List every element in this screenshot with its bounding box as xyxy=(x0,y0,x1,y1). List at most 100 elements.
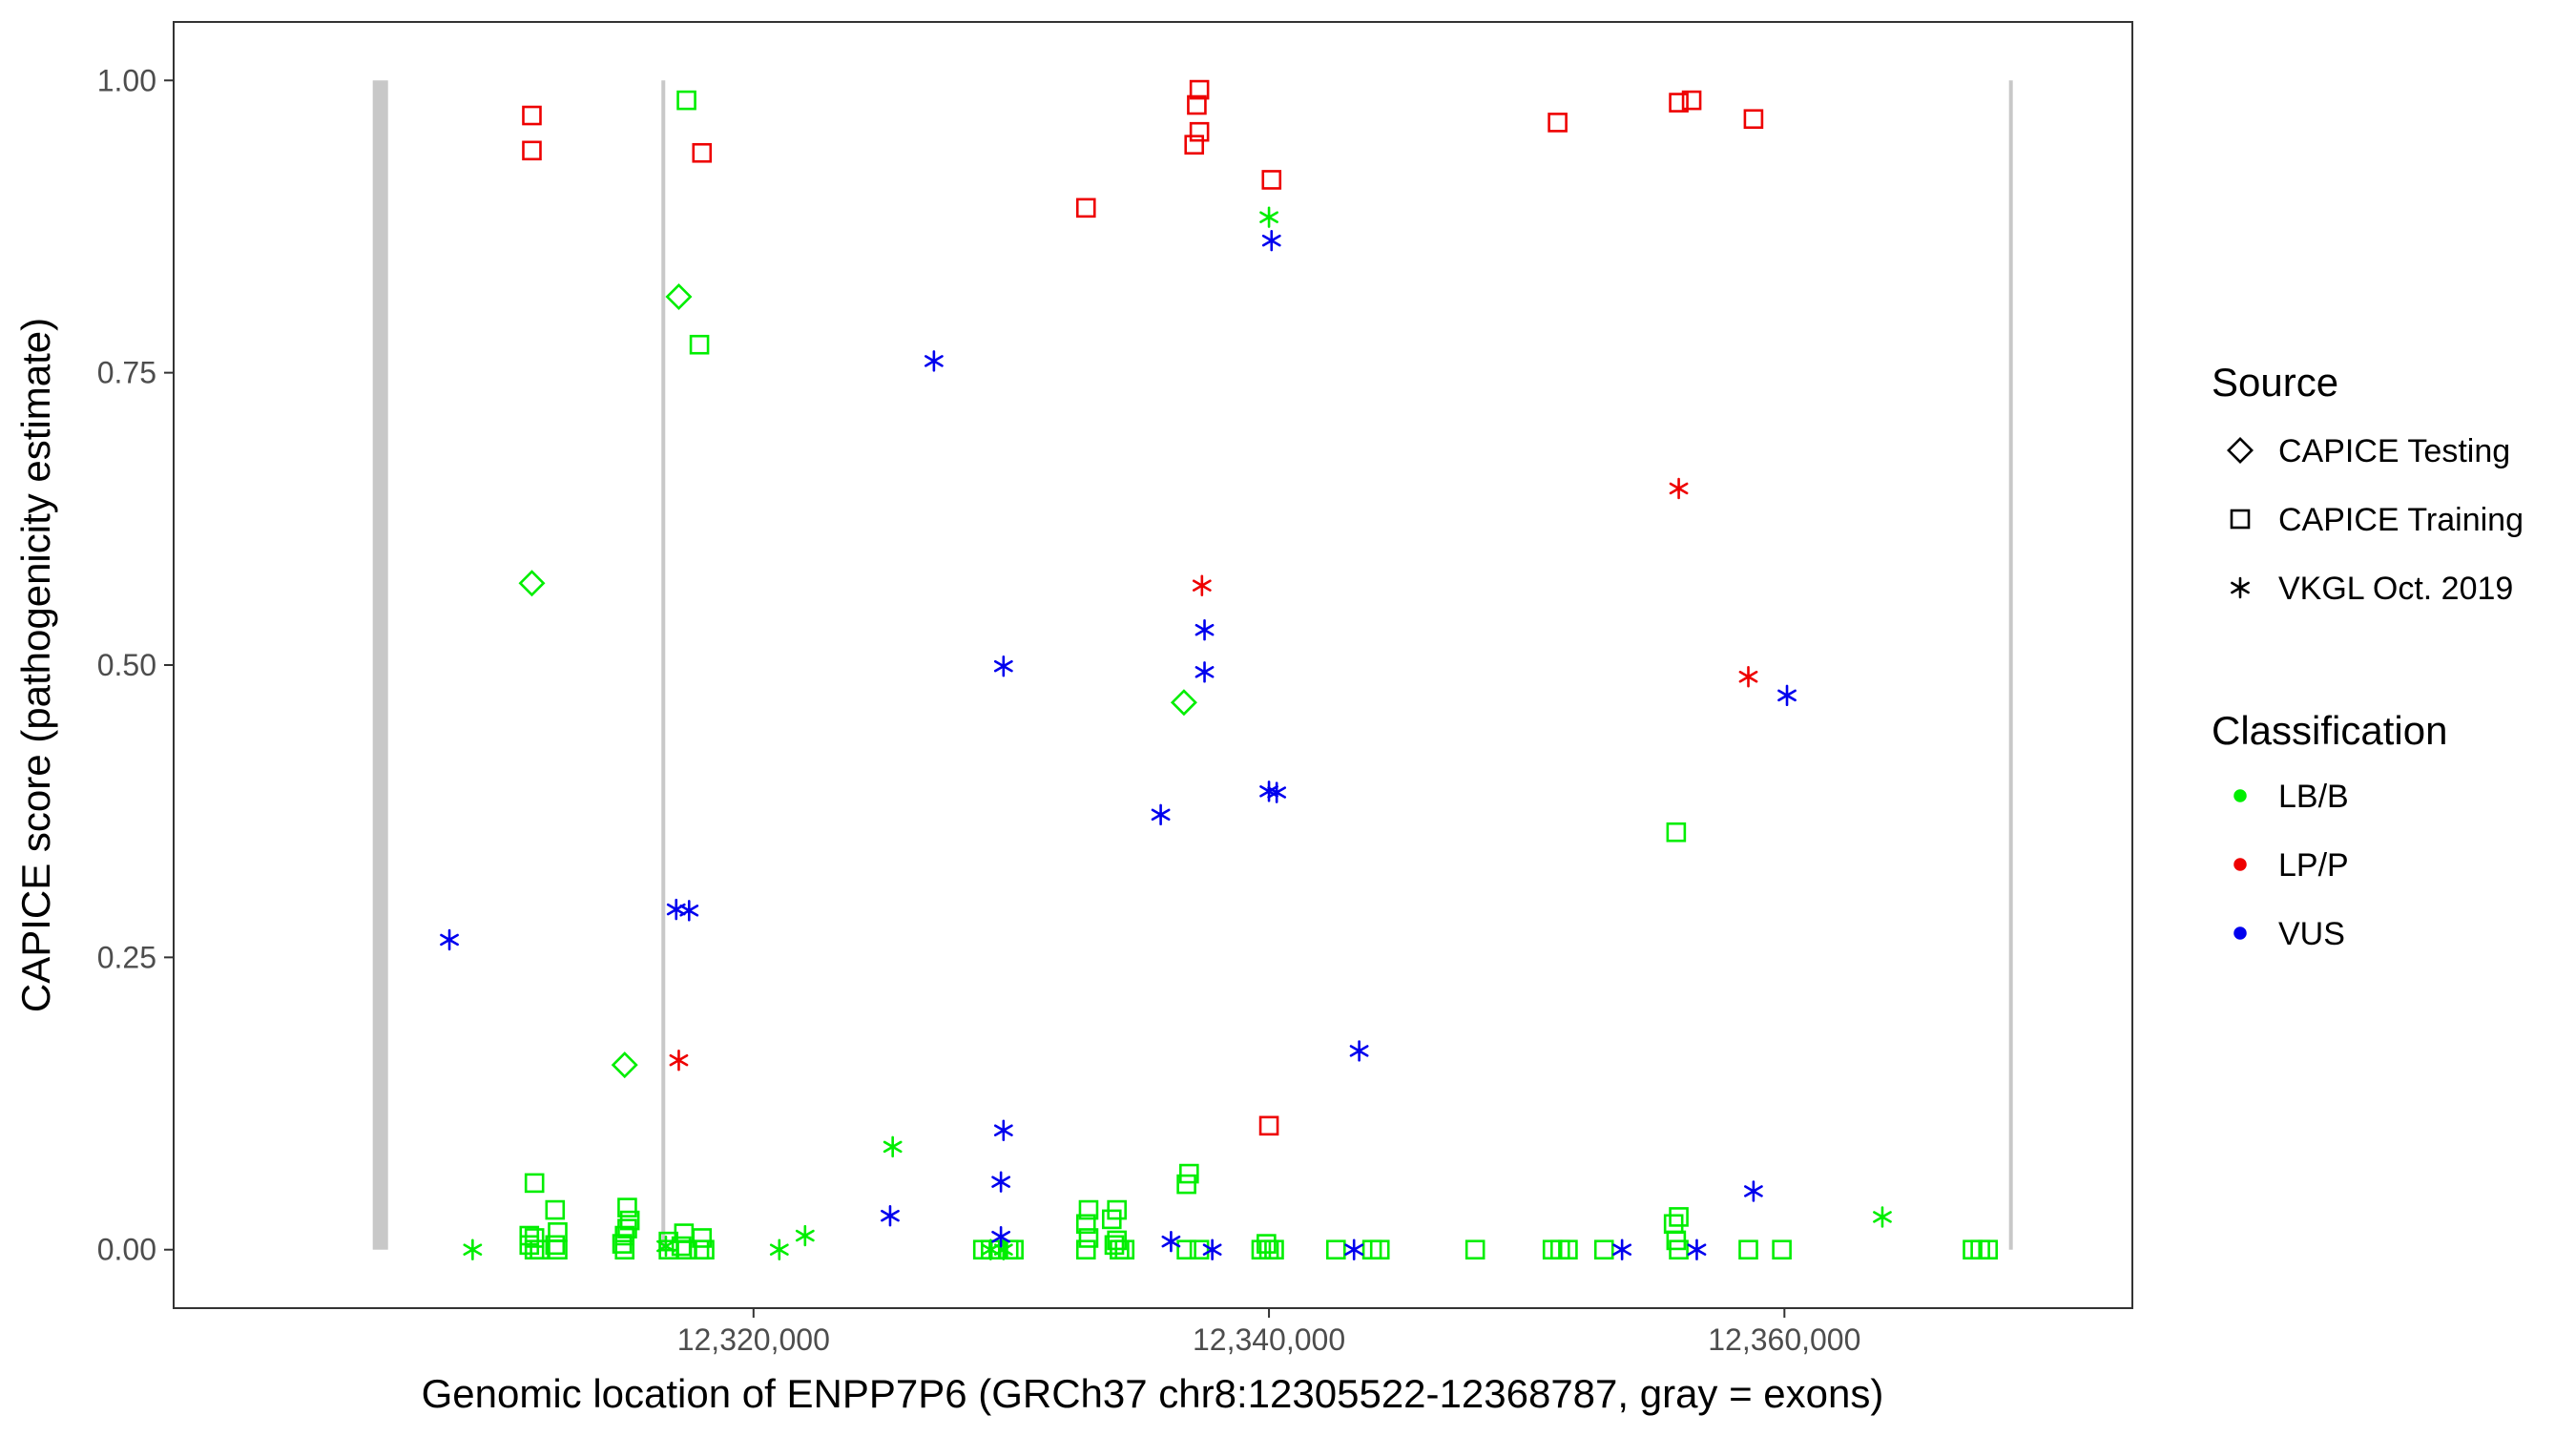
data-point-square-3-10 xyxy=(1258,1115,1279,1136)
exon-layer xyxy=(372,80,2013,1250)
legend-class-title: Classification xyxy=(2212,708,2447,753)
data-point-square-2-33 xyxy=(1078,1199,1099,1220)
y-tick-label: 0.00 xyxy=(97,1233,156,1267)
data-point-asterisk-4-4 xyxy=(795,1224,815,1247)
data-point-square-2-6 xyxy=(617,1197,637,1217)
data-point-asterisk-4-5 xyxy=(883,1135,903,1158)
data-point-asterisk-4-8 xyxy=(1259,206,1278,228)
data-point-asterisk-4-9 xyxy=(1873,1206,1892,1228)
data-point-square-2-51 xyxy=(1325,1239,1346,1260)
data-point-asterisk-6-19 xyxy=(1344,1238,1364,1260)
y-tick-label: 0.75 xyxy=(97,356,156,390)
legend-source-label: CAPICE Testing xyxy=(2278,433,2510,469)
y-axis-label: CAPICE score (pathogenicity estimate) xyxy=(13,318,58,1012)
data-point-asterisk-6-18 xyxy=(1349,1040,1369,1062)
data-point-asterisk-5-2 xyxy=(1192,574,1212,596)
data-point-square-3-9 xyxy=(1261,170,1282,190)
data-point-square-2-19 xyxy=(548,1239,568,1260)
data-point-asterisk-6-10 xyxy=(1151,803,1171,826)
legend-class-label: LB/B xyxy=(2278,779,2349,815)
data-point-asterisk-6-5 xyxy=(924,350,944,372)
data-point-square-2-46 xyxy=(1189,1239,1210,1260)
data-point-asterisk-6-15 xyxy=(1261,229,1281,252)
data-point-asterisk-6-6 xyxy=(993,656,1013,677)
data-point-square-2-43 xyxy=(1179,1163,1199,1184)
exon-bar-3 xyxy=(2008,80,2013,1250)
data-point-square-3-11 xyxy=(1548,113,1568,133)
data-point-square-2-1 xyxy=(676,90,696,111)
legend-key-square xyxy=(2230,509,2251,530)
legend-source-label: VKGL Oct. 2019 xyxy=(2278,571,2513,607)
data-point-asterisk-6-23 xyxy=(1777,684,1797,707)
data-point-square-3-5 xyxy=(1189,79,1210,100)
data-point-square-2-45 xyxy=(1176,1239,1196,1260)
data-point-square-2-14 xyxy=(519,1235,540,1256)
data-point-square-2-3 xyxy=(1666,822,1687,843)
data-point-square-2-44 xyxy=(1176,1174,1196,1195)
data-point-asterisk-6-11 xyxy=(1161,1230,1181,1253)
x-tick-label: 12,340,000 xyxy=(1193,1322,1345,1357)
data-point-square-3-2 xyxy=(522,140,542,161)
legend-class-label: VUS xyxy=(2278,916,2345,952)
data-point-asterisk-6-12 xyxy=(1195,619,1215,641)
x-tick-label: 12,320,000 xyxy=(677,1322,830,1357)
legend-key-dot xyxy=(2233,858,2247,871)
data-point-square-2-13 xyxy=(524,1228,545,1248)
data-point-square-2-36 xyxy=(1075,1239,1096,1260)
data-point-square-2-2 xyxy=(689,334,710,355)
data-point-square-3-3 xyxy=(692,142,713,163)
data-point-square-2-50 xyxy=(1264,1239,1284,1260)
data-point-square-3-8 xyxy=(1184,135,1205,155)
legend: Source Classification CAPICE TestingCAPI… xyxy=(2212,360,2524,952)
data-point-asterisk-6-4 xyxy=(881,1204,900,1227)
data-point-asterisk-6-8 xyxy=(991,1171,1010,1193)
x-axis: 12,320,000 12,340,000 12,360,000 xyxy=(677,1308,1860,1357)
exon-bar-1 xyxy=(372,80,388,1250)
data-point-asterisk-4-1 xyxy=(463,1238,483,1260)
data-point-asterisk-5-4 xyxy=(1738,666,1758,688)
x-tick-label: 12,360,000 xyxy=(1708,1322,1860,1357)
data-point-square-2-34 xyxy=(1075,1214,1096,1235)
data-point-diamond-1-3 xyxy=(665,282,693,310)
data-point-asterisk-6-1 xyxy=(440,928,459,951)
data-point-asterisk-4-7 xyxy=(993,1238,1013,1260)
data-point-diamond-1-4 xyxy=(1170,689,1197,717)
y-axis: 0.00 0.25 0.50 0.75 1.00 xyxy=(97,63,174,1267)
data-point-asterisk-6-21 xyxy=(1687,1238,1707,1260)
y-tick-label: 0.50 xyxy=(97,648,156,682)
data-point-square-3-12 xyxy=(1669,93,1689,113)
data-point-square-2-38 xyxy=(1101,1209,1122,1230)
data-point-square-2-62 xyxy=(1669,1239,1689,1260)
data-point-square-2-40 xyxy=(1104,1235,1125,1256)
point-layer xyxy=(440,79,1999,1260)
legend-key-dot xyxy=(2233,926,2247,940)
data-point-diamond-1-2 xyxy=(611,1051,638,1079)
data-point-square-2-58 xyxy=(1593,1239,1614,1260)
legend-key-dot xyxy=(2233,789,2247,802)
data-point-asterisk-6-22 xyxy=(1744,1180,1763,1202)
data-point-square-2-54 xyxy=(1465,1239,1485,1260)
data-point-square-2-4 xyxy=(524,1173,545,1194)
data-point-square-3-4 xyxy=(1075,198,1096,219)
y-tick-label: 0.25 xyxy=(97,940,156,974)
data-point-asterisk-6-9 xyxy=(991,1226,1010,1248)
data-point-square-2-18 xyxy=(545,1235,566,1256)
data-point-square-2-64 xyxy=(1772,1239,1792,1260)
legend-key-asterisk xyxy=(2231,576,2250,599)
data-point-square-2-35 xyxy=(1078,1228,1099,1248)
legend-source-label: CAPICE Training xyxy=(2278,502,2524,538)
data-point-square-2-10 xyxy=(612,1234,633,1254)
data-point-diamond-1-1 xyxy=(518,570,546,597)
data-point-square-2-5 xyxy=(545,1199,566,1220)
data-point-asterisk-5-1 xyxy=(669,1050,689,1072)
exon-bar-2 xyxy=(661,80,666,1250)
data-point-asterisk-6-17 xyxy=(1267,781,1287,803)
legend-key-diamond xyxy=(2227,437,2254,464)
data-point-square-3-6 xyxy=(1187,94,1207,115)
data-point-square-2-42 xyxy=(1114,1239,1135,1260)
data-point-asterisk-6-13 xyxy=(1195,661,1215,683)
data-point-asterisk-4-2 xyxy=(656,1235,675,1258)
